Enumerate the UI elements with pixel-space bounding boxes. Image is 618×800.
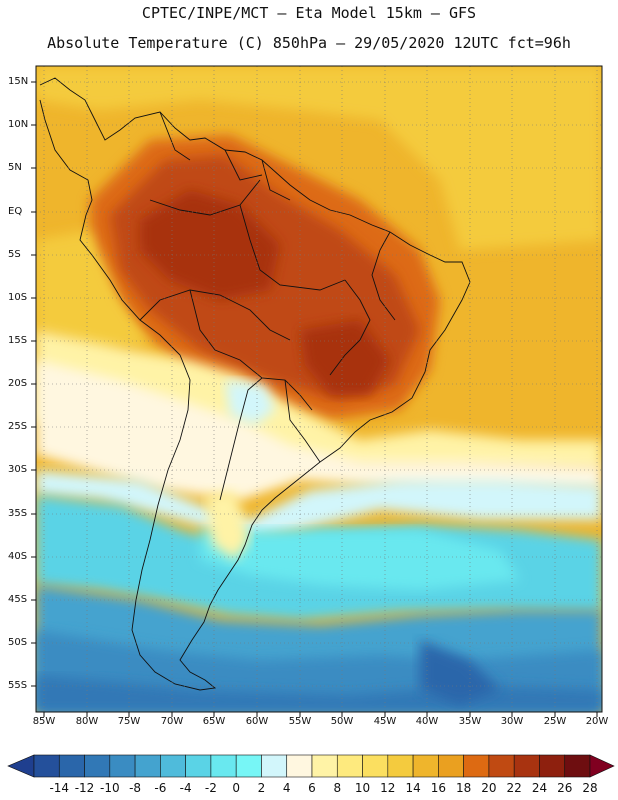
colorbar-label: -6 xyxy=(154,781,167,795)
colorbar-swatch xyxy=(261,754,288,778)
coastline xyxy=(39,77,471,691)
lat-label: 35S xyxy=(8,508,28,519)
map-frame xyxy=(35,65,603,713)
lat-label: EQ xyxy=(8,206,23,217)
lat-label: 15S xyxy=(8,335,28,346)
colorbar-swatch xyxy=(235,754,262,778)
colorbar-swatch xyxy=(210,754,237,778)
colorbar-label: 6 xyxy=(308,781,316,795)
colorbar-swatch xyxy=(185,754,212,778)
lon-label: 20W xyxy=(585,716,609,727)
lon-label: 30W xyxy=(500,716,524,727)
colorbar-label: 20 xyxy=(481,781,497,795)
lon-label: 75W xyxy=(117,716,141,727)
lon-label: 35W xyxy=(458,716,482,727)
title-line-1: CPTEC/INPE/MCT – Eta Model 15km – GFS xyxy=(141,4,477,22)
colorbar-swatch xyxy=(488,754,515,778)
axis-ticks xyxy=(31,81,598,717)
colorbar-label: 24 xyxy=(531,781,548,795)
colorbar-swatch xyxy=(109,754,136,778)
colorbar-label: -2 xyxy=(204,781,217,795)
lat-label: 25S xyxy=(8,421,28,432)
lat-label: 55S xyxy=(8,680,28,691)
lon-label: 60W xyxy=(245,716,269,727)
title-line-2: Absolute Temperature (C) 850hPa – 29/05/… xyxy=(47,34,571,52)
colorbar-label: 0 xyxy=(232,781,240,795)
colorbar-label: 14 xyxy=(405,781,421,795)
colorbar-swatch xyxy=(564,754,591,778)
colorbar-swatch xyxy=(463,754,490,778)
lat-label: 10N xyxy=(8,119,29,130)
colorbar-swatch xyxy=(84,754,111,778)
lat-label: 30S xyxy=(8,464,28,475)
colorbar-swatch xyxy=(387,754,414,778)
temperature-field xyxy=(36,66,602,712)
lat-label: 40S xyxy=(8,551,28,562)
colorbar-label: -8 xyxy=(129,781,142,795)
colorbar-label: 10 xyxy=(354,781,371,795)
lon-label: 65W xyxy=(202,716,226,727)
colorbar-swatch xyxy=(438,754,464,778)
lon-label: 70W xyxy=(160,716,184,727)
colorbar-swatch xyxy=(362,754,389,778)
lon-label: 45W xyxy=(373,716,397,727)
colorbar-label: 18 xyxy=(455,781,472,795)
colorbar-swatch xyxy=(160,754,186,778)
colorbar-label: 12 xyxy=(380,781,396,795)
colorbar-swatch xyxy=(33,754,60,778)
colorbar-label: 8 xyxy=(333,781,342,795)
colorbar-label: 16 xyxy=(430,781,446,795)
colorbar-swatch xyxy=(412,754,439,778)
colorbar-swatch xyxy=(58,754,85,778)
lat-label: 5S xyxy=(8,249,21,260)
colorbar-swatch xyxy=(513,754,540,778)
lon-label: 50W xyxy=(330,716,354,727)
colorbar-label: -12 xyxy=(74,781,95,795)
lon-label: 80W xyxy=(75,716,99,727)
lat-label: 50S xyxy=(8,637,28,648)
lat-label: 10S xyxy=(8,292,28,303)
colorbar-label: 4 xyxy=(282,781,291,795)
colorbar-swatch xyxy=(336,754,363,778)
lon-label: 40W xyxy=(415,716,439,727)
lat-label: 15N xyxy=(8,76,29,87)
colorbar-label: -14 xyxy=(49,781,70,795)
colorbar-label: -4 xyxy=(179,781,192,795)
lon-label: 25W xyxy=(543,716,567,727)
colorbar-swatch xyxy=(539,754,566,778)
colorbar-label: 2 xyxy=(257,781,266,795)
lat-label: 5N xyxy=(8,162,22,173)
lon-label: 85W xyxy=(32,716,56,727)
lon-label: 55W xyxy=(288,716,312,727)
colorbar-label: 22 xyxy=(506,781,522,795)
colorbar-swatch xyxy=(286,754,313,778)
colorbar-swatch xyxy=(311,754,338,778)
colorbar xyxy=(7,754,615,778)
lat-label: 20S xyxy=(8,378,28,389)
colorbar-label: 28 xyxy=(582,781,598,795)
colorbar-right-arrow xyxy=(589,754,615,778)
colorbar-label: 26 xyxy=(557,781,573,795)
colorbar-label: -10 xyxy=(100,781,120,795)
colorbar-swatch xyxy=(134,754,161,778)
lat-label: 45S xyxy=(8,594,28,605)
colorbar-left-arrow xyxy=(7,754,35,778)
